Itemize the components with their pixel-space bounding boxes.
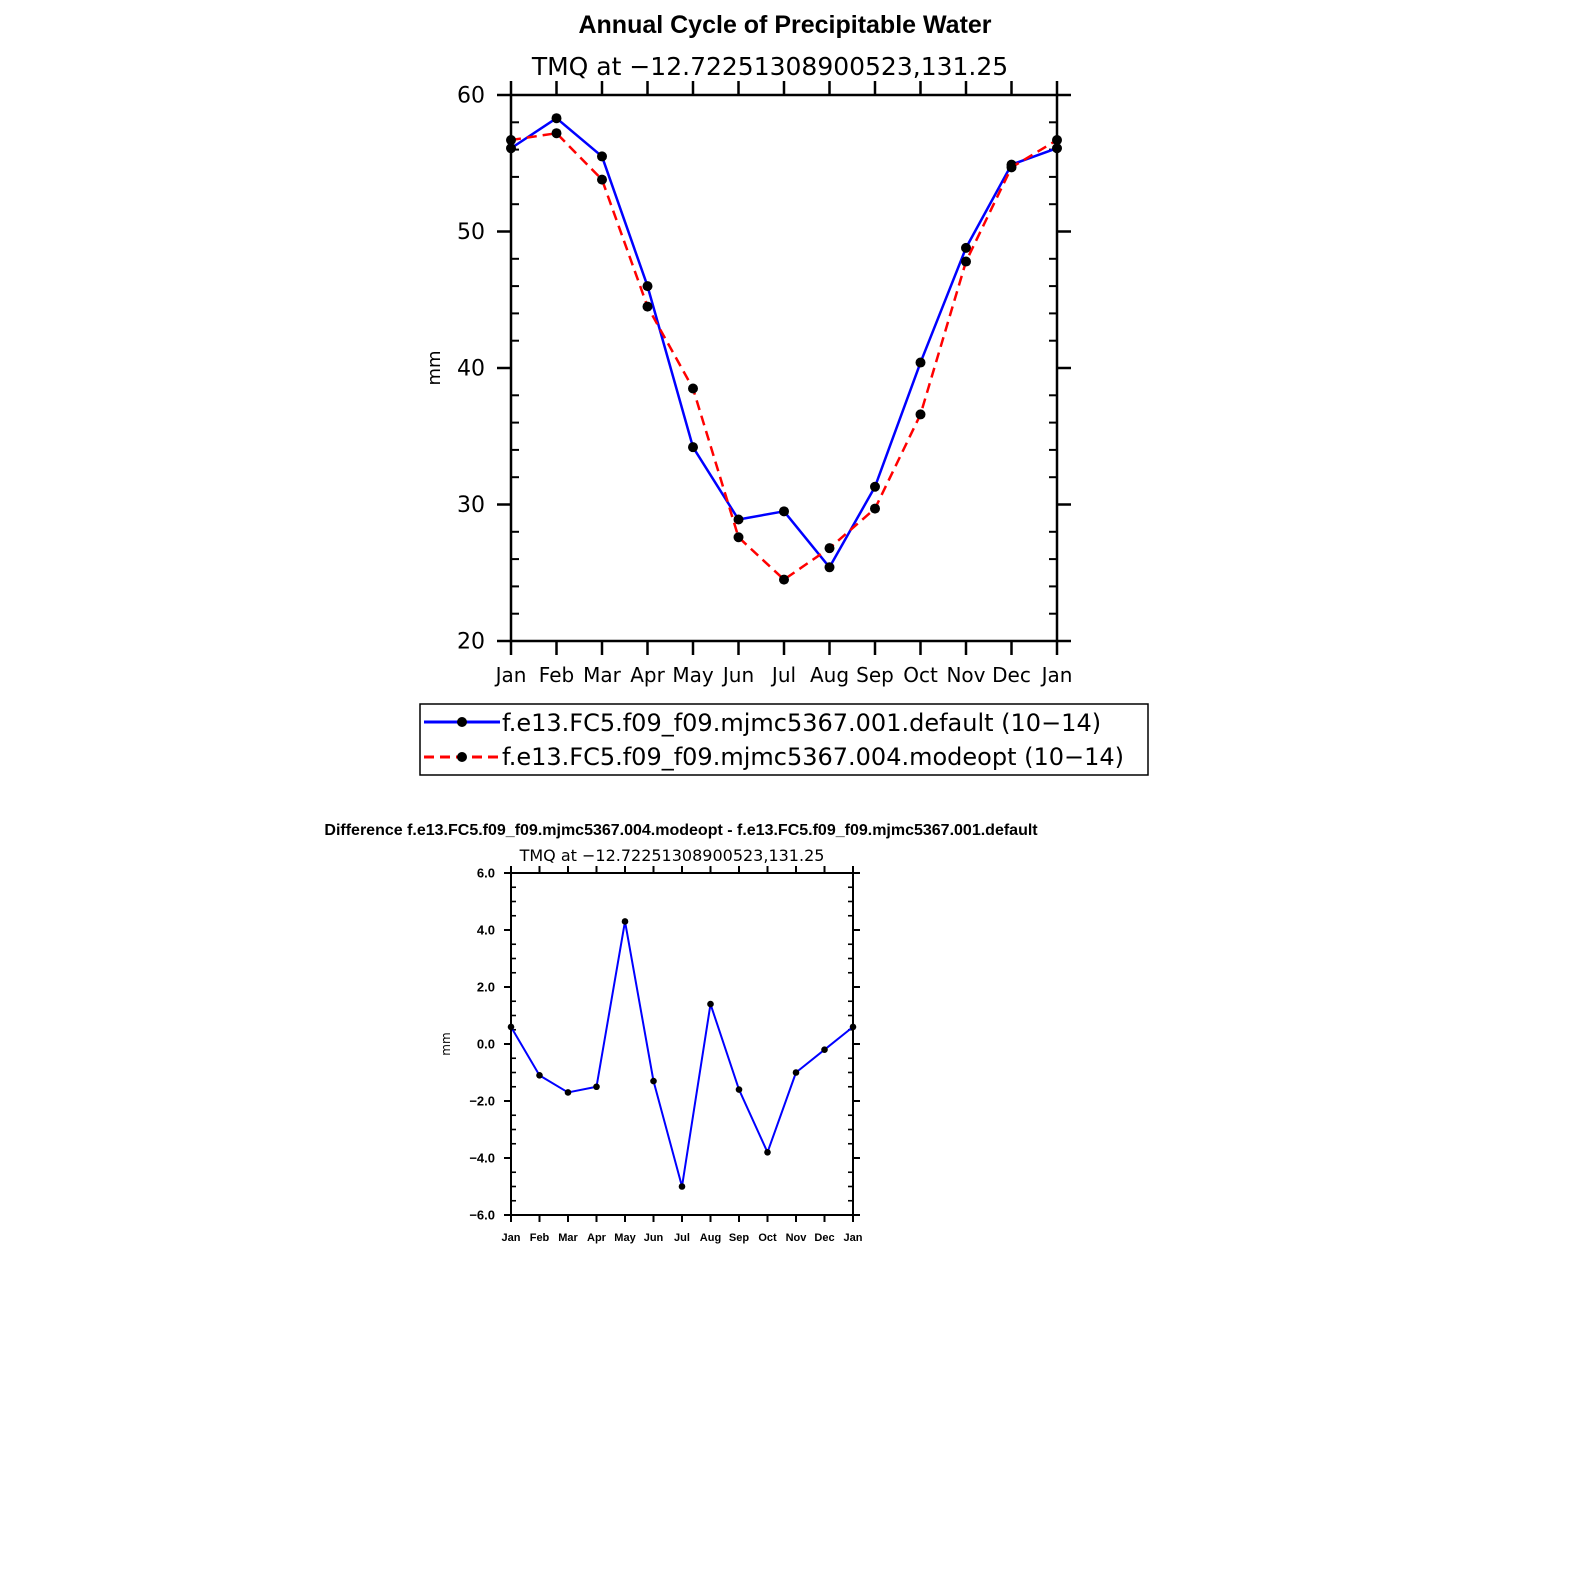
x-tick-label: Oct [903, 663, 938, 687]
y-tick-label: 60 [457, 84, 485, 109]
y-tick-label: 0.0 [477, 1037, 495, 1052]
series-1-point [688, 383, 698, 394]
x-tick-label: Mar [583, 663, 622, 687]
series-0-point [597, 151, 607, 162]
y-tick-label: −6.0 [469, 1208, 495, 1223]
series-0-point [593, 1083, 600, 1091]
x-tick-label: Mar [558, 1232, 578, 1244]
series-0-point [733, 514, 744, 525]
data-series [506, 113, 1062, 585]
x-tick-label: Jun [721, 663, 754, 687]
y-tick-label: 6.0 [477, 866, 495, 881]
x-tick-label: Nov [786, 1232, 808, 1244]
difference-chart: Difference f.e13.FC5.f09_f09.mjmc5367.00… [324, 822, 1038, 1244]
series-0-point [642, 281, 653, 292]
y-tick-label: −2.0 [469, 1094, 495, 1109]
series-0-point [870, 481, 880, 492]
x-tick-label: Jul [674, 1232, 690, 1244]
x-tick-label: Jan [494, 663, 527, 687]
legend-box [419, 703, 1149, 776]
x-tick-label: Jul [770, 663, 796, 687]
series-1-point [915, 409, 926, 420]
difference-chart-subtitle: TMQ at −12.72251308900523,131.25 [519, 846, 825, 865]
x-tick-label: Apr [587, 1232, 607, 1244]
series-0-point [735, 1086, 743, 1093]
y-tick-label: 2.0 [477, 980, 495, 995]
series-0-point [678, 1183, 686, 1190]
difference-x-tick-labels: Jan Feb Mar Apr May Jun Jul Aug Sep Oct Nov Dec Jan [502, 1232, 863, 1244]
difference-data-series [507, 918, 857, 1190]
series-0-point [536, 1072, 543, 1079]
y-tick-label: 4.0 [477, 923, 495, 938]
y-tick-label: 40 [457, 357, 485, 382]
series-line-0 [510, 920, 854, 1188]
difference-chart-title: Difference f.e13.FC5.f09_f09.mjmc5367.00… [324, 822, 1038, 839]
series-line-0 [510, 116, 1058, 569]
x-tick-label: Jan [502, 1232, 521, 1244]
series-0-point [824, 562, 835, 573]
difference-y-tick-labels: −6.0 −4.0 −2.0 0.0 2.0 4.0 6.0 [469, 866, 495, 1223]
y-tick-label: 20 [457, 630, 485, 655]
difference-plot-frame [510, 872, 854, 1216]
x-tick-label: Oct [758, 1232, 777, 1244]
x-tick-label: Apr [630, 663, 665, 687]
x-tick-label: Jun [644, 1232, 664, 1244]
series-0-point [707, 1000, 714, 1008]
difference-y-axis-label: mm [439, 1032, 453, 1055]
series-0-point [688, 442, 698, 453]
series-1-point [597, 174, 607, 185]
series-0-point [792, 1069, 800, 1076]
legend: f.e13.FC5.f09_f09.mjmc5367.001.default (… [419, 703, 1149, 776]
series-1-point [961, 256, 971, 267]
x-tick-label: Aug [700, 1232, 721, 1244]
legend-entry-default: f.e13.FC5.f09_f09.mjmc5367.001.default (… [424, 709, 1101, 737]
series-0-point [621, 918, 629, 925]
chart-title: Annual Cycle of Precipitable Water [578, 11, 991, 39]
series-1-point [824, 543, 835, 554]
y-tick-label: −4.0 [469, 1151, 495, 1166]
x-tick-label: May [614, 1232, 636, 1244]
series-0-point [821, 1046, 828, 1053]
x-tick-label: Jan [844, 1232, 863, 1244]
series-0-point [650, 1077, 657, 1085]
x-tick-label: Feb [539, 663, 574, 687]
x-tick-label: Dec [814, 1232, 834, 1244]
plot-frame [509, 93, 1059, 643]
legend-marker-default [457, 717, 467, 727]
series-0-point [764, 1149, 771, 1156]
series-0-point [551, 113, 562, 124]
legend-label-modeopt: f.e13.FC5.f09_f09.mjmc5367.004.modeopt (… [502, 743, 1124, 771]
series-1-point [551, 128, 562, 139]
legend-entry-modeopt: f.e13.FC5.f09_f09.mjmc5367.004.modeopt (… [424, 743, 1124, 771]
x-tick-label: Sep [729, 1232, 749, 1244]
annual-cycle-chart: Annual Cycle of Precipitable Water TMQ a… [419, 11, 1149, 776]
series-1-point [733, 532, 744, 543]
series-0-point [961, 242, 971, 253]
x-tick-label: Feb [530, 1232, 550, 1244]
series-1-point [642, 301, 653, 312]
series-1-point [779, 574, 789, 585]
x-tick-labels: Jan Feb Mar Apr May Jun Jul Aug Sep Oct Nov Dec Jan [494, 663, 1073, 687]
y-tick-labels: 20 30 40 50 60 [457, 84, 485, 655]
legend-marker-modeopt [457, 752, 467, 762]
series-0-point [915, 357, 926, 368]
series-1-point [870, 503, 880, 514]
series-0-point [779, 506, 789, 517]
legend-label-default: f.e13.FC5.f09_f09.mjmc5367.001.default (… [502, 709, 1101, 737]
x-tick-label: Jan [1040, 663, 1073, 687]
x-tick-label: Aug [810, 663, 849, 687]
x-tick-label: Sep [856, 663, 894, 687]
y-tick-label: 50 [457, 220, 485, 245]
difference-axis-ticks [504, 866, 860, 1222]
x-tick-label: May [672, 663, 714, 687]
y-axis-label: mm [424, 350, 445, 385]
x-tick-label: Nov [946, 663, 985, 687]
x-tick-label: Dec [992, 663, 1031, 687]
series-0-point [564, 1089, 572, 1096]
axis-ticks [497, 81, 1071, 655]
y-tick-label: 30 [457, 493, 485, 518]
chart-subtitle: TMQ at −12.72251308900523,131.25 [531, 52, 1008, 81]
series-1-point [1006, 162, 1017, 173]
